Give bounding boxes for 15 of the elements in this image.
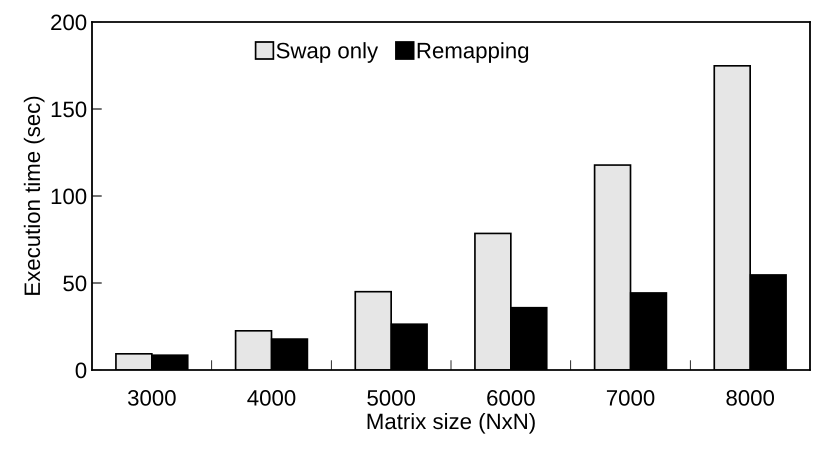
x-tick-label: 4000	[247, 390, 296, 406]
x-axis-title: Matrix size (NxN)	[368, 412, 535, 434]
x-tick-label: 5000	[367, 390, 416, 406]
x-tick-label: 6000	[487, 390, 535, 406]
legend-label: Swap only	[276, 42, 378, 63]
legend-label: Remapping	[418, 42, 528, 63]
y-tick-label: 100	[52, 188, 86, 204]
y-tick-label: 200	[51, 14, 86, 30]
y-tick-label: 150	[52, 102, 86, 118]
y-tick-label: 0	[76, 362, 86, 378]
x-tick-label: 3000	[128, 390, 176, 406]
x-tick-label: 8000	[726, 390, 774, 406]
y-tick-label: 50	[63, 276, 86, 292]
x-tick-label: 7000	[606, 390, 654, 406]
y-axis-title: Execution time (sec)	[24, 96, 44, 295]
